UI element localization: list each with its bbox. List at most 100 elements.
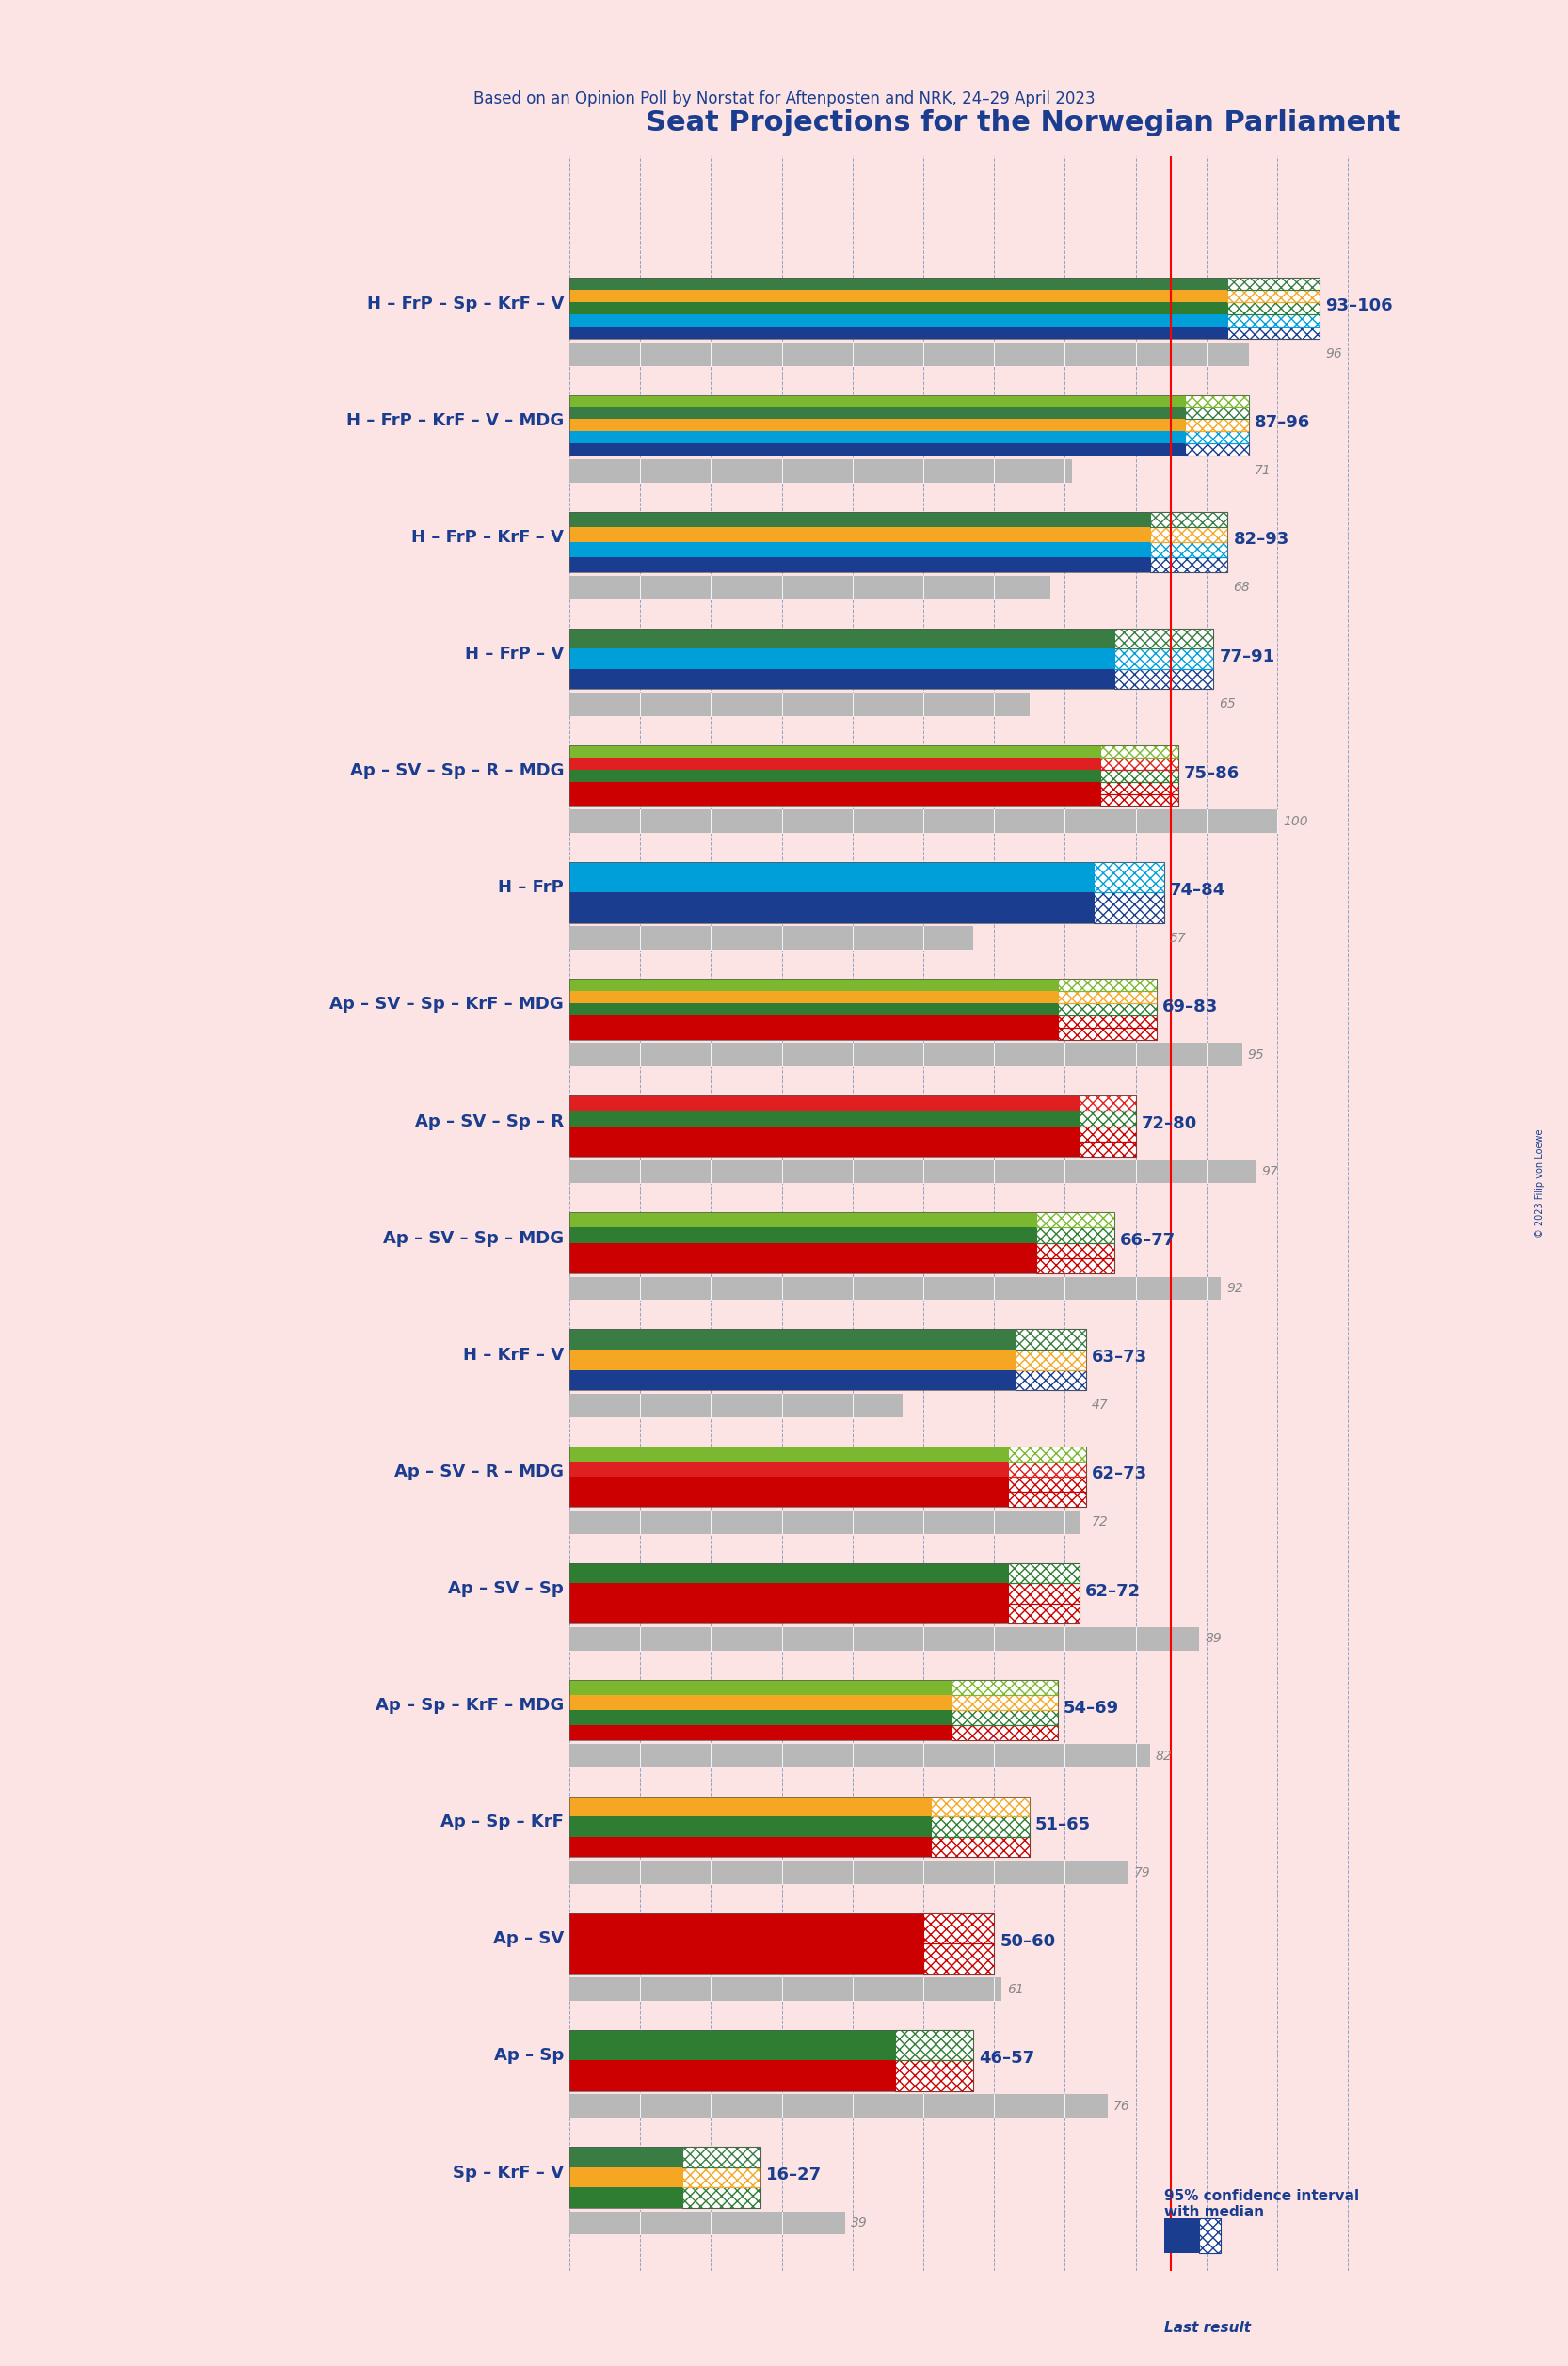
Bar (569, 1228, 1036, 1242)
Bar (1185, 431, 1250, 442)
Bar (569, 927, 972, 949)
Bar (1101, 781, 1178, 795)
Text: 87–96: 87–96 (1254, 414, 1311, 431)
Bar (569, 343, 1250, 367)
Text: H – FrP – KrF – V: H – FrP – KrF – V (411, 530, 564, 547)
Bar (1101, 745, 1178, 757)
Bar (569, 1796, 930, 1817)
Text: Ap – SV: Ap – SV (492, 1931, 564, 1947)
Bar (930, 1796, 1030, 1817)
Text: 100: 100 (1283, 814, 1308, 828)
Bar (569, 795, 1101, 807)
Text: © 2023 Filip von Loewe: © 2023 Filip von Loewe (1535, 1129, 1544, 1237)
Bar (1185, 431, 1250, 442)
Bar (569, 745, 1178, 807)
Bar (569, 769, 1101, 781)
Bar (1079, 1095, 1135, 1112)
Bar (1185, 407, 1250, 419)
Bar (1058, 1003, 1157, 1015)
Bar (569, 279, 1320, 338)
Bar (1185, 442, 1250, 457)
Text: 89: 89 (1206, 1633, 1221, 1644)
Bar (1185, 419, 1250, 431)
Text: Ap – SV – Sp – MDG: Ap – SV – Sp – MDG (383, 1230, 564, 1247)
Text: 82: 82 (1156, 1748, 1173, 1763)
Bar (569, 892, 1093, 923)
Bar (1149, 511, 1228, 528)
Bar (1008, 1604, 1079, 1623)
Bar (569, 1836, 930, 1857)
Bar (924, 1945, 994, 1973)
Bar (1079, 1112, 1135, 1126)
Bar (1101, 781, 1178, 795)
Bar (1008, 1446, 1087, 1462)
Bar (569, 1259, 1036, 1273)
Text: 96: 96 (1325, 348, 1342, 360)
Bar (569, 781, 1101, 795)
Bar (1228, 315, 1320, 327)
Bar (1228, 315, 1320, 327)
Text: 16–27: 16–27 (767, 2167, 822, 2184)
Text: Ap – Sp: Ap – Sp (494, 2047, 564, 2066)
Text: 77–91: 77–91 (1220, 648, 1275, 665)
Bar (569, 1725, 952, 1741)
Text: 47: 47 (1091, 1398, 1109, 1413)
Text: H – FrP – Sp – KrF – V: H – FrP – Sp – KrF – V (367, 296, 564, 312)
Text: 62–73: 62–73 (1091, 1465, 1148, 1483)
Bar (569, 1330, 1016, 1349)
Text: H – FrP – V: H – FrP – V (464, 646, 564, 662)
Text: 95: 95 (1248, 1048, 1264, 1062)
Bar (569, 1095, 1135, 1157)
Bar (569, 431, 1185, 442)
Bar (569, 2030, 972, 2092)
Bar (569, 395, 1185, 407)
Bar (569, 1095, 1079, 1112)
Bar (1185, 407, 1250, 419)
Bar (1185, 442, 1250, 457)
Bar (569, 2061, 895, 2092)
Bar (1093, 892, 1163, 923)
Bar (1016, 1370, 1087, 1391)
Bar (569, 1211, 1036, 1228)
Bar (1079, 1095, 1135, 1112)
Bar (569, 629, 1115, 648)
Bar (1058, 991, 1157, 1003)
Bar (569, 419, 1185, 431)
Bar (1079, 1126, 1135, 1140)
Text: 74–84: 74–84 (1170, 883, 1226, 899)
Bar (1008, 1491, 1087, 1507)
Bar (1163, 2274, 1220, 2295)
Bar (569, 1242, 1036, 1259)
Bar (952, 1725, 1058, 1741)
Bar (569, 1043, 1242, 1067)
Bar (569, 315, 1228, 327)
Bar (569, 1796, 1030, 1857)
Text: Sp – KrF – V: Sp – KrF – V (453, 2165, 564, 2181)
Text: 79: 79 (1134, 1867, 1151, 1879)
Bar (569, 745, 1101, 757)
Bar (1016, 1349, 1087, 1370)
Bar (569, 757, 1101, 769)
Text: 57: 57 (1170, 932, 1187, 944)
Bar (1016, 1330, 1087, 1349)
Bar (569, 1462, 1008, 1476)
Bar (1016, 1330, 1087, 1349)
Text: Based on an Opinion Poll by Norstat for Aftenposten and NRK, 24–29 April 2023: Based on an Opinion Poll by Norstat for … (474, 90, 1094, 106)
Text: 93–106: 93–106 (1325, 298, 1392, 315)
Bar (569, 1370, 1016, 1391)
Bar (1008, 1462, 1087, 1476)
Bar (1058, 1027, 1157, 1039)
Text: 76: 76 (1113, 2099, 1131, 2113)
Bar (1101, 757, 1178, 769)
Bar (682, 2167, 760, 2189)
Bar (1228, 291, 1320, 303)
Bar (569, 2030, 895, 2061)
Bar (1228, 291, 1320, 303)
Bar (569, 303, 1228, 315)
Bar (1115, 629, 1214, 648)
Bar (682, 2189, 760, 2207)
Bar (569, 2167, 682, 2189)
Bar (569, 279, 1228, 291)
Bar (1016, 1349, 1087, 1370)
Bar (569, 1945, 924, 1973)
